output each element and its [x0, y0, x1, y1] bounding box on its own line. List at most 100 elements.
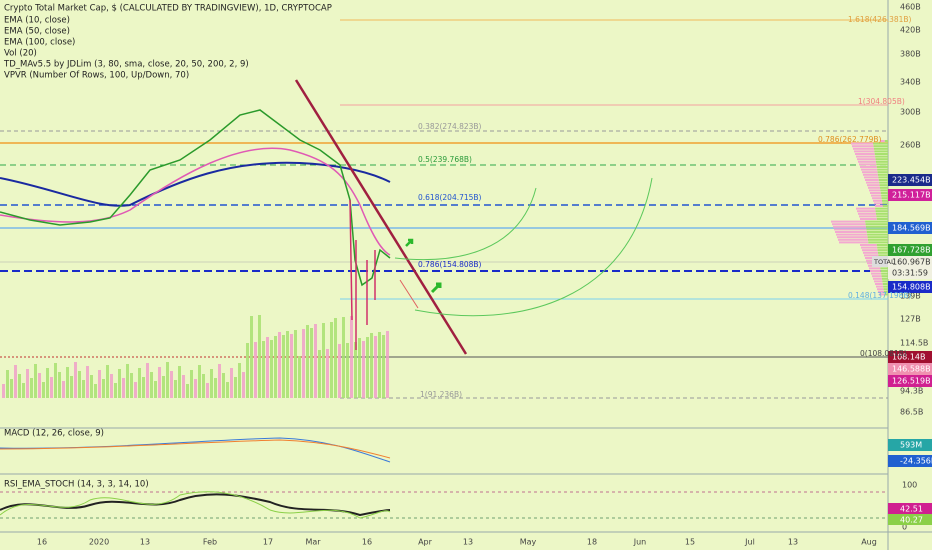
macd-tag-text: 593M: [900, 441, 922, 450]
arrow: [430, 282, 442, 294]
price-tag-text: 223.454B: [892, 176, 931, 185]
vpvr-row: [875, 205, 883, 207]
vpvr-row: [883, 285, 888, 288]
vpvr-row: [882, 202, 888, 205]
fib-label: 1.618(426.381B): [848, 15, 912, 24]
candle-wicks: [349, 199, 376, 350]
vpvr-row: [878, 251, 888, 254]
time-label: Feb: [203, 538, 217, 547]
volume-bar: [126, 364, 129, 398]
volume-bar: [286, 331, 289, 398]
rsi-tag-text: 40.27: [900, 516, 923, 525]
vpvr-row: [881, 272, 888, 275]
volume-bar: [198, 365, 201, 398]
vpvr-row: [863, 251, 878, 254]
vpvr-row: [860, 218, 877, 220]
price-tag: [888, 375, 932, 387]
volume-bar: [162, 376, 165, 398]
indicator-label: VPVR (Number Of Rows, 100, Up/Down, 70): [4, 71, 189, 81]
volume-bar: [298, 356, 301, 398]
vpvr-row: [857, 210, 876, 213]
volume-bar: [54, 363, 57, 398]
vpvr-row: [862, 171, 878, 174]
price-tag: [888, 281, 932, 293]
volume-bar: [294, 330, 297, 398]
time-label: Aug: [861, 538, 877, 547]
price-label: 420B: [900, 26, 921, 35]
price-tag: [888, 351, 932, 363]
volume-bar: [14, 365, 17, 398]
vpvr-row: [869, 267, 881, 270]
vpvr-row: [873, 142, 888, 145]
macd-tag-text: -24.356B: [900, 457, 932, 466]
volume-bar: [374, 336, 377, 398]
price-tag-text: 03:31:59: [892, 269, 928, 278]
vpvr-row: [851, 142, 874, 145]
volume-bar: [354, 342, 357, 398]
rsi-tag: [888, 514, 932, 525]
volume-bar: [246, 343, 249, 398]
vpvr-row: [838, 238, 868, 241]
price-label: 380B: [900, 50, 921, 59]
vpvr-row: [869, 189, 881, 192]
vpvr-row: [876, 160, 888, 163]
vpvr-row: [877, 171, 888, 174]
vpvr-row: [880, 267, 888, 270]
stoch-line: [0, 491, 391, 519]
ema-50: [0, 147, 391, 256]
time-label: 13: [463, 538, 473, 547]
vpvr-row: [866, 181, 880, 184]
vpvr-row: [884, 293, 888, 296]
vpvr-row: [870, 270, 881, 272]
vpvr-row: [867, 184, 880, 187]
vpvr-row: [879, 181, 888, 184]
volume-bar: [366, 337, 369, 398]
vpvr-row: [871, 272, 882, 275]
fib-label: 1(91.236B): [420, 390, 462, 399]
vpvr-row: [859, 215, 877, 218]
time-label: Apr: [418, 538, 433, 547]
vpvr-row: [874, 153, 888, 155]
volume-bar: [78, 371, 81, 398]
volume-bar: [42, 382, 45, 398]
volume-bar: [350, 316, 353, 398]
volume-bar: [62, 381, 65, 398]
price-tag: [888, 363, 932, 375]
vpvr-row: [882, 280, 888, 283]
vpvr-row: [870, 192, 881, 194]
indicator-label: TD_MAv5.5 by JDLim (3, 80, sma, close, 2…: [3, 60, 249, 70]
volume-bar: [22, 383, 25, 398]
time-label: 17: [263, 538, 273, 547]
vpvr-row: [875, 283, 883, 285]
volume-bar: [346, 343, 349, 398]
vpvr-row: [867, 236, 888, 239]
price-tag-text: 167.728B: [892, 246, 931, 255]
vpvr-row: [856, 207, 876, 210]
vpvr-row: [876, 212, 888, 215]
rsi-axis: 0: [902, 523, 907, 532]
vpvr-row: [868, 186, 880, 189]
vpvr-row: [879, 293, 885, 296]
time-label: May: [520, 538, 537, 547]
vpvr-row: [875, 158, 888, 161]
volume-bar: [46, 368, 49, 398]
vpvr-row: [876, 244, 888, 246]
vpvr-row: [882, 199, 888, 202]
volume-bar: [154, 381, 157, 398]
volume-bar: [222, 373, 225, 398]
price-label: 300B: [900, 108, 921, 117]
vpvr-row: [864, 254, 879, 257]
vpvr-row: [861, 246, 878, 249]
fib-label: 0.618(204.715B): [418, 193, 482, 202]
vpvr-row: [877, 168, 888, 171]
vpvr-row: [880, 186, 888, 189]
vpvr-row: [867, 233, 888, 236]
volume-bar: [326, 349, 329, 398]
volume-bar: [150, 372, 153, 398]
volume-bar: [214, 378, 217, 398]
vpvr-row: [879, 184, 888, 187]
volume-bar: [242, 372, 245, 398]
volume-bar: [170, 371, 173, 398]
volume-bar: [26, 369, 29, 398]
price-tag: [888, 189, 932, 201]
